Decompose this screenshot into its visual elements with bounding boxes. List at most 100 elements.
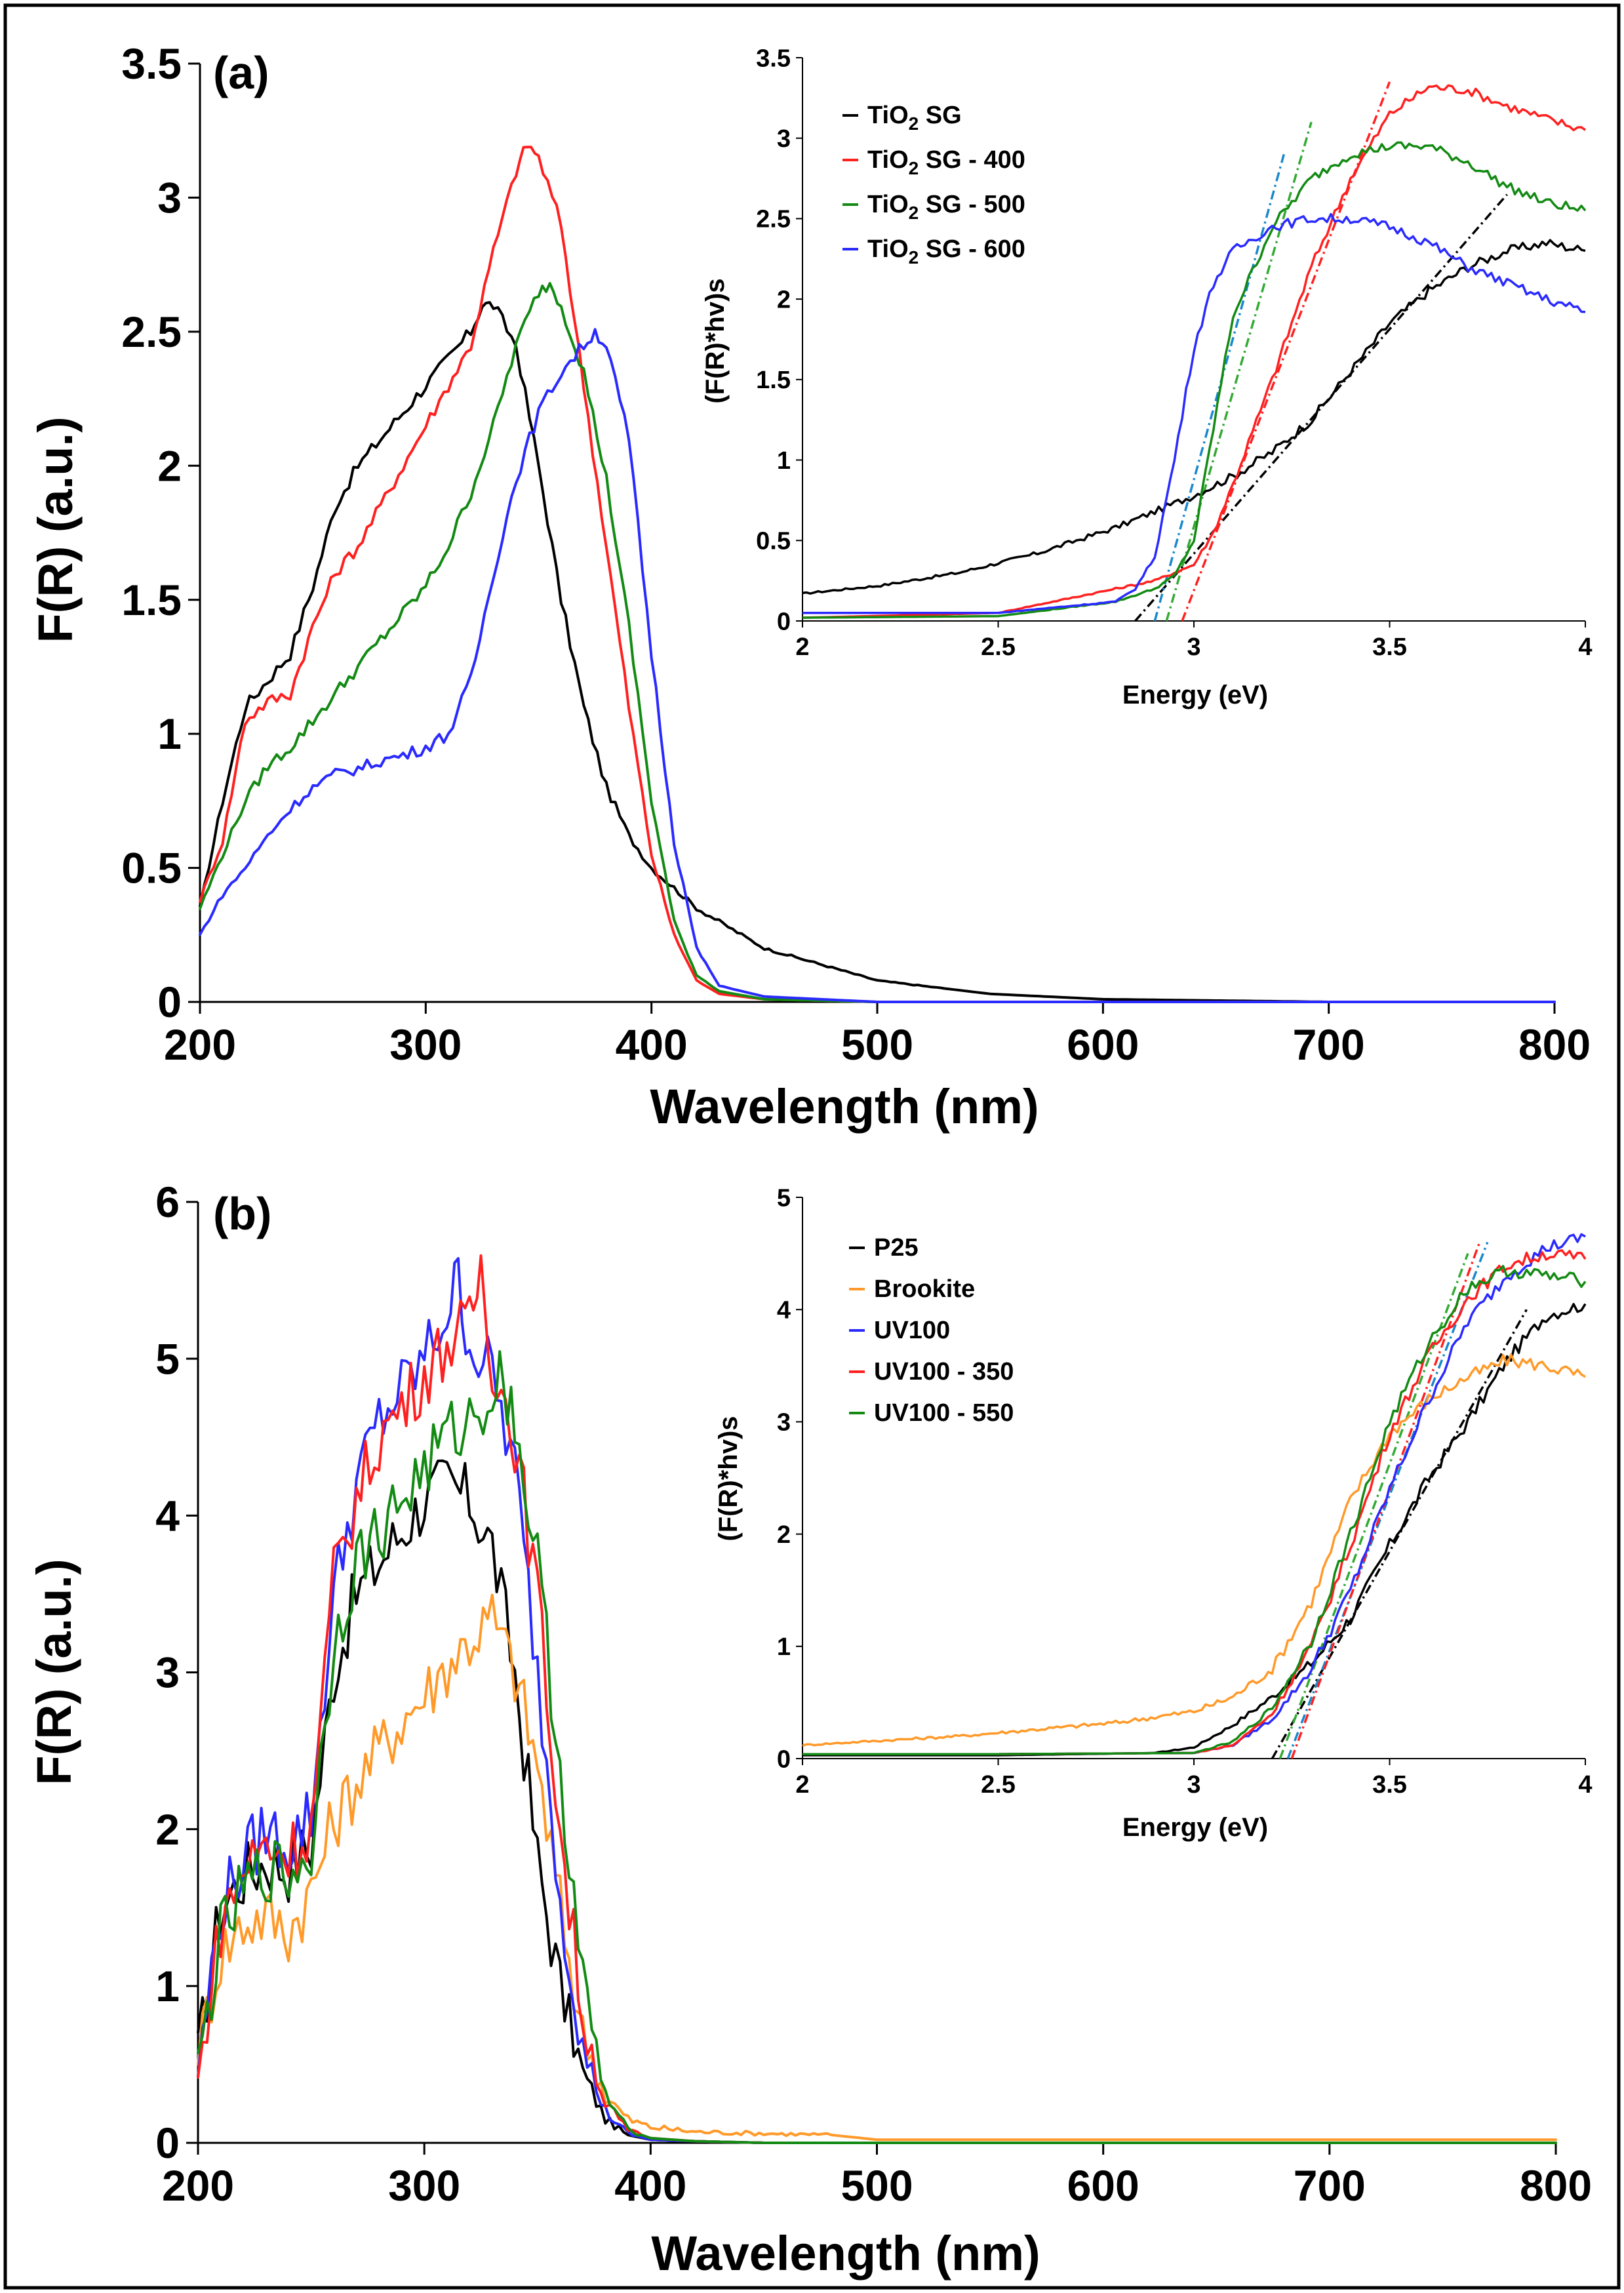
inset-b-y-ticks: 0 1 2 3 4 5	[777, 1184, 802, 1773]
legend-a-label-rest: SG	[919, 102, 961, 129]
inset-b-x-tick-label-2: 2	[795, 1771, 809, 1799]
panel-a-y-ticks: 0 0.5 1 1.5 2 2.5 3 3.5	[121, 39, 200, 1026]
panel-b-x-tick-label-500: 500	[841, 2161, 913, 2210]
inset-a-y-tick-label-0: 0	[777, 608, 791, 635]
panel-a-x-ticks: 200 300 400 500 600 700 800	[164, 1002, 1591, 1069]
inset-b-y-axis-label: (F(R)*hv)s	[714, 1416, 743, 1541]
panel-a-series-tio2-sg-400	[199, 146, 1556, 1003]
panel-b-y-tick-label-4: 4	[155, 1491, 180, 1540]
panel-a-y-tick-label-1-5: 1.5	[121, 576, 182, 624]
panel-a-y-tick-label-0-5: 0.5	[121, 844, 182, 892]
inset-b-series-group	[802, 1233, 1587, 1757]
panel-b-x-ticks: 200 300 400 500 600 700 800	[162, 2143, 1592, 2210]
panel-a-y-tick-label-0: 0	[157, 978, 182, 1026]
legend-a-label-base: TiO	[867, 235, 909, 263]
panel-b-y-tick-label-5: 5	[155, 1334, 180, 1383]
legend-b-label-brookite: Brookite	[874, 1275, 975, 1303]
inset-a-x-tick-label-3: 3	[1187, 633, 1200, 661]
inset-a-y-tick-label-1: 1	[777, 447, 791, 475]
inset-b-x-tick-label-2-5: 2.5	[981, 1771, 1016, 1799]
panel-b-y-tick-label-1: 1	[155, 1962, 180, 2010]
legend-a-label-rest: SG - 500	[919, 191, 1025, 218]
panel-b-x-tick-label-300: 300	[388, 2161, 460, 2210]
panel-b-x-tick-label-200: 200	[162, 2161, 234, 2210]
legend-b-label-uv100-350: UV100 - 350	[874, 1358, 1014, 1386]
inset-b-y-tick-label-3: 3	[777, 1409, 791, 1437]
inset-a-y-tick-label-3-5: 3.5	[756, 45, 791, 72]
inset-a-y-ticks: 0 0.5 1 1.5 2 2.5 3 3.5	[756, 45, 802, 635]
inset-a-y-tick-label-2-5: 2.5	[756, 206, 791, 233]
inset-b-series-brookite	[802, 1353, 1586, 1747]
legend-b-label-p25: P25	[874, 1234, 919, 1262]
panel-a-x-tick-label-300: 300	[389, 1020, 462, 1069]
panel-b-series-group	[197, 1254, 1557, 2144]
inset-b-y-tick-label-4: 4	[777, 1297, 791, 1325]
inset-a-fit-line-3	[1165, 121, 1313, 622]
panel-b-x-tick-label-400: 400	[614, 2161, 686, 2210]
panel-a-y-tick-label-2-5: 2.5	[121, 308, 182, 356]
inset-b-x-tick-label-3: 3	[1187, 1771, 1200, 1799]
inset-a-y-axis-label: (F(R)*hv)s	[701, 278, 730, 403]
legend-a-label-base: TiO	[867, 146, 909, 174]
inset-b-x-axis-label: Energy (eV)	[1122, 1813, 1268, 1842]
panel-b-series-uv100-550	[197, 1350, 1557, 2144]
panel-b-y-ticks: 0 1 2 3 4 5 6	[155, 1178, 198, 2167]
panel-a-x-tick-label-500: 500	[841, 1020, 913, 1069]
inset-b-fit-lines	[1271, 1241, 1528, 1759]
panel-a-label: (a)	[213, 47, 269, 98]
inset-b-fit-line-1	[1271, 1309, 1528, 1759]
inset-b-x-ticks: 2 2.5 3 3.5 4	[795, 1759, 1593, 1799]
legend-a-label-2: TiO2 SG - 400	[867, 146, 1025, 178]
panel-a-x-tick-label-800: 800	[1518, 1020, 1591, 1069]
inset-a-y-tick-label-2: 2	[777, 286, 791, 313]
inset-a-x-ticks: 2 2.5 3 3.5 4	[795, 621, 1593, 661]
panel-a-x-tick-label-200: 200	[164, 1020, 236, 1069]
inset-a-fit-lines	[1134, 81, 1508, 622]
inset-a-x-axis-label: Energy (eV)	[1122, 681, 1268, 709]
panel-b-y-tick-label-6: 6	[155, 1178, 180, 1226]
inset-b-x-tick-label-3-5: 3.5	[1372, 1771, 1407, 1799]
panel-a-y-tick-label-2: 2	[157, 441, 182, 490]
panel-a-y-tick-label-1: 1	[157, 709, 182, 758]
inset-a-fit-line-2	[1181, 81, 1391, 622]
legend-a-label-3: TiO2 SG - 500	[867, 191, 1025, 223]
panel-b-series-uv100	[197, 1257, 1557, 2144]
panel-b-series-uv100-350	[197, 1254, 1557, 2144]
inset-b-y-tick-label-2: 2	[777, 1521, 791, 1549]
inset-b-legend: P25 Brookite UV100 UV100 - 350 UV100 - 550	[849, 1234, 1014, 1427]
legend-a-label-subscript: 2	[909, 203, 919, 223]
panel-b-y-axis-label: F(R) (a.u.)	[27, 1559, 81, 1785]
legend-a-label-1: TiO2 SG	[867, 102, 962, 134]
panel-a-series-tio2-sg-600	[199, 328, 1556, 1003]
panel-b-x-axis-label: Wavelength (nm)	[651, 2226, 1040, 2281]
panel-a-x-axis-label: Wavelength (nm)	[650, 1079, 1039, 1134]
inset-b-y-tick-label-0: 0	[777, 1745, 791, 1773]
panel-a-x-tick-label-400: 400	[616, 1020, 688, 1069]
inset-a-y-tick-label-3: 3	[777, 125, 791, 153]
panel-b-y-tick-label-0: 0	[155, 2119, 180, 2167]
panel-b-x-tick-label-600: 600	[1067, 2161, 1139, 2210]
inset-b-fit-line-4	[1278, 1252, 1469, 1759]
inset-a-series-tio2-sg-600	[802, 212, 1586, 614]
inset-b-fit-line-2	[1286, 1241, 1489, 1759]
inset-b-series-uv100-550	[802, 1265, 1587, 1755]
inset-a-x-tick-label-2-5: 2.5	[981, 633, 1016, 661]
inset-a-y-tick-label-1-5: 1.5	[756, 367, 791, 394]
panel-b-y-tick-label-2: 2	[155, 1805, 180, 1854]
inset-b-series-uv100	[802, 1233, 1586, 1755]
panel-b-series-p25	[197, 1459, 1557, 2144]
panel-a-inset-plot: 0 0.5 1 1.5 2 2.5 3 3.5 2 2.5 3 3.5 4 Energy (eV) (…	[701, 45, 1593, 709]
legend-a-label-4: TiO2 SG - 600	[867, 235, 1025, 268]
legend-b-label-uv100: UV100	[874, 1317, 950, 1344]
inset-a-x-tick-label-3-5: 3.5	[1372, 633, 1407, 661]
legend-a-label-base: TiO	[867, 102, 909, 129]
panel-b-main-plot: 0 1 2 3 4 5 6 200 300 400 500 600 700 800 Wavelength…	[27, 1178, 1592, 2281]
inset-b-x-tick-label-4: 4	[1578, 1771, 1592, 1799]
legend-a-label-subscript: 2	[909, 113, 919, 134]
panel-a-y-tick-label-3: 3	[157, 174, 182, 222]
legend-a-label-subscript: 2	[909, 247, 919, 268]
panel-a-series-tio2-sg	[199, 301, 1556, 1003]
panel-a-series-group	[199, 146, 1556, 1003]
